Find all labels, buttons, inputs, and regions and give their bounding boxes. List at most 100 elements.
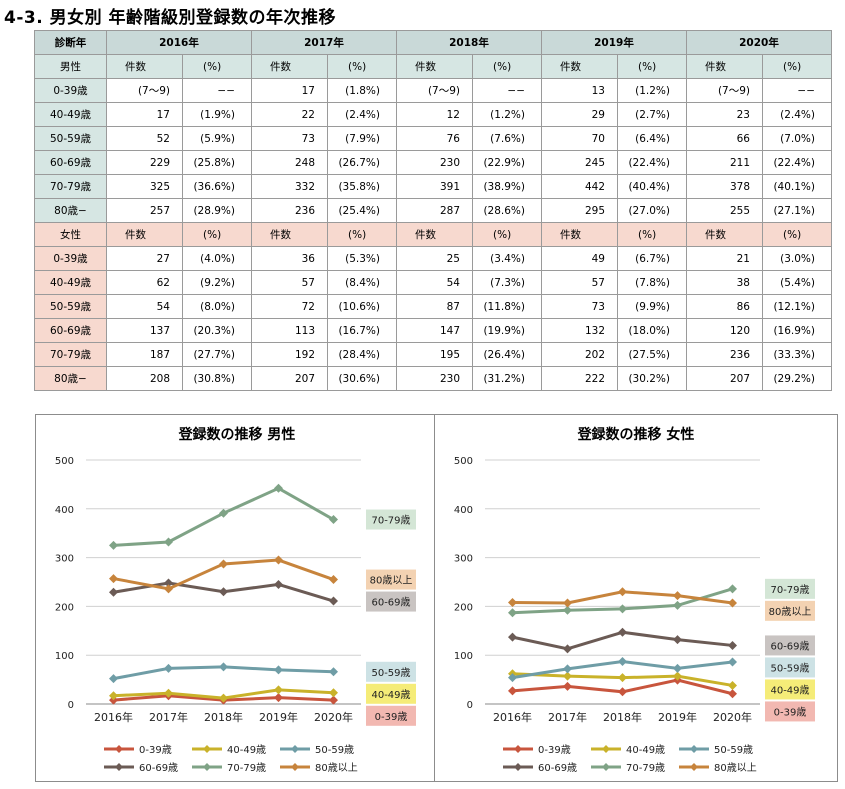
legend-marker bbox=[291, 763, 299, 771]
count-cell: 36 bbox=[251, 246, 328, 271]
data-point bbox=[563, 671, 572, 681]
percent-cell: (8.4%) bbox=[327, 270, 397, 295]
chart-female-svg: 登録数の推移 女性 0 100 200 300 400 500 2016年 2017年 2018年… bbox=[454, 426, 815, 774]
table-row: 80歳− 257 (28.9%) 236 (25.4%) 287 (28.6%) 295 (27… bbox=[34, 198, 832, 223]
data-point bbox=[673, 635, 682, 645]
percent-cell: (1.2%) bbox=[472, 102, 542, 127]
percent-cell: (9.2%) bbox=[182, 270, 252, 295]
percent-header: (%) bbox=[762, 54, 832, 79]
series-end-label-box bbox=[765, 657, 815, 678]
percent-cell: (40.4%) bbox=[617, 174, 687, 199]
data-point bbox=[618, 687, 627, 697]
percent-cell: (30.2%) bbox=[617, 366, 687, 391]
percent-cell: (11.8%) bbox=[472, 294, 542, 319]
data-point bbox=[618, 604, 627, 614]
table-row: 60-69歳 229 (25.8%) 248 (26.7%) 230 (22.9%) 245(… bbox=[34, 150, 832, 175]
chart-male: 登録数の推移 男性 0 100 200 300 400 500 2016年 2017年 2018年… bbox=[35, 414, 439, 782]
data-point bbox=[563, 644, 572, 654]
count-cell: (7〜9) bbox=[396, 78, 473, 103]
legend-marker bbox=[203, 745, 211, 753]
percent-cell: (6.4%) bbox=[617, 126, 687, 151]
legend-label: 80歳以上 bbox=[714, 762, 757, 774]
y-tick-label: 100 bbox=[55, 651, 74, 662]
page-title: 4-3. 男女別 年齢階級別登録数の年次推移 bbox=[4, 8, 337, 28]
series-end-label: 80歳以上 bbox=[370, 575, 413, 587]
series-end-label-box bbox=[366, 569, 416, 590]
data-point bbox=[329, 515, 338, 525]
legend-label: 40-49歳 bbox=[227, 744, 266, 756]
percent-cell: (6.7%) bbox=[617, 246, 687, 271]
legend-marker bbox=[690, 763, 698, 771]
legend-label: 60-69歳 bbox=[538, 762, 577, 774]
data-point bbox=[508, 632, 517, 642]
percent-cell: (25.4%) bbox=[327, 198, 397, 223]
data-point bbox=[618, 673, 627, 683]
data-point bbox=[673, 591, 682, 601]
female-label: 女性 bbox=[34, 222, 107, 247]
legend-label: 0-39歳 bbox=[139, 744, 172, 756]
count-cell: 229 bbox=[106, 150, 183, 175]
series-end-label-box bbox=[765, 635, 815, 656]
count-cell: 23 bbox=[686, 102, 763, 127]
count-cell: 86 bbox=[686, 294, 763, 319]
percent-cell: (1.8%) bbox=[327, 78, 397, 103]
data-point bbox=[274, 483, 283, 493]
count-cell: 295 bbox=[541, 198, 618, 223]
count-cell: 27 bbox=[106, 246, 183, 271]
data-point bbox=[329, 695, 338, 705]
count-cell: (7〜9) bbox=[686, 78, 763, 103]
data-point bbox=[274, 555, 283, 565]
table-corner-label: 診断年 bbox=[34, 30, 107, 55]
data-point bbox=[618, 657, 627, 667]
count-cell: 25 bbox=[396, 246, 473, 271]
percent-cell: (28.9%) bbox=[182, 198, 252, 223]
count-cell: 22 bbox=[251, 102, 328, 127]
age-group-label: 60-69歳 bbox=[34, 150, 107, 175]
year-header: 2018年 bbox=[396, 30, 542, 55]
percent-cell: (7.8%) bbox=[617, 270, 687, 295]
male-label: 男性 bbox=[34, 54, 107, 79]
chart-title: 登録数の推移 女性 bbox=[577, 426, 695, 443]
percent-cell: (2.7%) bbox=[617, 102, 687, 127]
x-tick-label: 2016年 bbox=[493, 710, 532, 724]
data-point bbox=[274, 693, 283, 703]
percent-cell: (16.9%) bbox=[762, 318, 832, 343]
count-cell: 325 bbox=[106, 174, 183, 199]
data-point bbox=[329, 596, 338, 606]
legend-marker bbox=[203, 763, 211, 771]
series-end-label: 70-79歳 bbox=[770, 584, 809, 596]
count-cell: 57 bbox=[541, 270, 618, 295]
age-group-label: 80歳− bbox=[34, 198, 107, 223]
legend-marker bbox=[115, 745, 123, 753]
data-point bbox=[563, 598, 572, 608]
table-row: 80歳− 208 (30.8%) 207 (30.6%) 230 (31.2%) 222 (30… bbox=[34, 366, 832, 391]
data-point bbox=[109, 691, 118, 701]
y-tick-label: 500 bbox=[55, 456, 74, 467]
percent-cell: (9.9%) bbox=[617, 294, 687, 319]
table-row: 0-39歳 (7〜9) −− 17 (1.8%) (7〜9) −− 13 (1.2%) (7〜9)… bbox=[34, 78, 832, 103]
percent-cell: (27.1%) bbox=[762, 198, 832, 223]
data-point bbox=[274, 685, 283, 695]
count-cell: 49 bbox=[541, 246, 618, 271]
percent-header: (%) bbox=[617, 54, 687, 79]
percent-header: (%) bbox=[182, 54, 252, 79]
count-cell: 245 bbox=[541, 150, 618, 175]
percent-cell: (40.1%) bbox=[762, 174, 832, 199]
data-point bbox=[164, 584, 173, 594]
percent-cell: (25.8%) bbox=[182, 150, 252, 175]
percent-cell: (35.8%) bbox=[327, 174, 397, 199]
year-header: 2019年 bbox=[541, 30, 687, 55]
x-tick-label: 2017年 bbox=[149, 710, 188, 724]
percent-cell: (30.6%) bbox=[327, 366, 397, 391]
percent-cell: (18.0%) bbox=[617, 318, 687, 343]
age-group-label: 50-59歳 bbox=[34, 126, 107, 151]
count-cell: 195 bbox=[396, 342, 473, 367]
chart-male-svg: 登録数の推移 男性 0 100 200 300 400 500 2016年 2017年 2018年… bbox=[55, 426, 416, 774]
percent-cell: (12.1%) bbox=[762, 294, 832, 319]
series-end-label-box bbox=[765, 701, 815, 722]
percent-cell: (3.4%) bbox=[472, 246, 542, 271]
count-cell: 255 bbox=[686, 198, 763, 223]
count-cell: 211 bbox=[686, 150, 763, 175]
count-cell: 378 bbox=[686, 174, 763, 199]
count-cell: 73 bbox=[251, 126, 328, 151]
